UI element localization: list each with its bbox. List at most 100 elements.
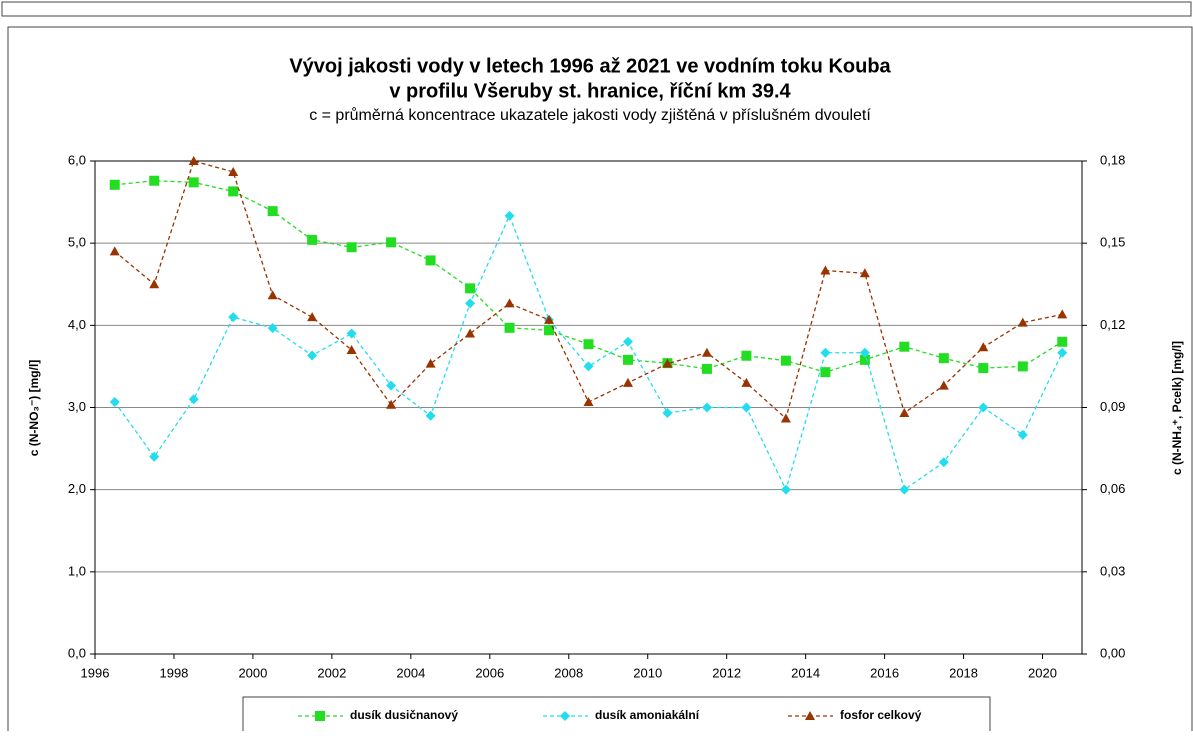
marker	[307, 350, 318, 361]
marker	[662, 358, 673, 368]
marker	[1057, 336, 1068, 347]
marker	[899, 407, 910, 417]
plot-area	[94, 160, 1083, 655]
marker	[109, 246, 120, 256]
marker	[622, 354, 633, 365]
x-tick-label: 2010	[633, 665, 662, 680]
marker	[425, 410, 436, 421]
y2-tick-label: 0,00	[1100, 645, 1125, 660]
y-axis-label: c (N-NO₃⁻) [mg/l]	[27, 360, 41, 457]
x-tick-label: 2018	[949, 665, 978, 680]
marker	[938, 380, 949, 390]
marker	[386, 380, 397, 391]
marker	[504, 210, 515, 221]
marker	[465, 328, 476, 338]
legend-label: dusík amoniakální	[595, 708, 700, 722]
marker	[978, 363, 989, 374]
y2-tick-label: 0,18	[1100, 152, 1125, 167]
x-tick-label: 2012	[712, 665, 741, 680]
y2-axis-label: c (N-NH₄⁺, Pcelk) [mg/l]	[1170, 341, 1184, 475]
marker	[820, 265, 831, 275]
marker	[315, 711, 325, 721]
marker	[622, 377, 633, 387]
x-tick-label: 2006	[475, 665, 504, 680]
marker	[307, 234, 318, 245]
marker	[544, 314, 555, 324]
marker	[622, 336, 633, 347]
chart-frame	[7, 26, 1193, 736]
marker	[149, 279, 160, 289]
top-frame	[1, 1, 1192, 17]
marker	[228, 312, 239, 323]
marker	[1017, 361, 1028, 372]
marker	[560, 711, 570, 721]
marker	[386, 237, 397, 248]
marker	[978, 402, 989, 413]
y2-tick-label: 0,09	[1100, 399, 1125, 414]
y-tick-label: 0,0	[68, 645, 86, 660]
series-line	[114, 214, 1063, 492]
marker	[504, 322, 515, 333]
chart-subtitle: c = průměrná koncentrace ukazatele jakos…	[309, 106, 871, 124]
marker	[228, 186, 239, 197]
marker	[820, 347, 831, 358]
y-tick-label: 3,0	[68, 399, 86, 414]
marker	[307, 312, 318, 322]
y-tick-label: 1,0	[68, 563, 86, 578]
x-tick-label: 2002	[317, 665, 346, 680]
chart-title: Vývoj jakosti vody v letech 1996 až 2021…	[289, 55, 891, 77]
y2-tick-label: 0,06	[1100, 481, 1125, 496]
marker	[978, 342, 989, 352]
marker	[544, 325, 555, 336]
legend-label: dusík dusičnanový	[350, 708, 458, 722]
marker	[504, 298, 515, 308]
marker	[701, 402, 712, 413]
marker	[805, 711, 815, 720]
marker	[267, 323, 278, 334]
marker	[741, 377, 752, 387]
marker	[662, 407, 673, 418]
marker	[780, 355, 791, 366]
marker	[425, 358, 436, 368]
marker	[465, 298, 476, 309]
marker	[149, 175, 160, 186]
marker	[346, 344, 357, 354]
marker	[465, 283, 476, 294]
series-line	[114, 160, 1063, 420]
y2-tick-label: 0,12	[1100, 317, 1125, 332]
x-tick-label: 1996	[81, 665, 110, 680]
y2-tick-label: 0,15	[1100, 235, 1125, 250]
marker	[267, 206, 278, 217]
x-tick-label: 2016	[870, 665, 899, 680]
x-tick-label: 1998	[159, 665, 188, 680]
marker	[859, 268, 870, 278]
marker	[346, 328, 357, 339]
marker	[701, 363, 712, 374]
marker	[899, 341, 910, 352]
marker	[820, 367, 831, 378]
marker	[1017, 429, 1028, 440]
marker	[1017, 317, 1028, 327]
marker	[701, 347, 712, 357]
marker	[1057, 347, 1068, 358]
x-tick-label: 2004	[396, 665, 425, 680]
x-tick-label: 2020	[1028, 665, 1057, 680]
marker	[1057, 309, 1068, 319]
marker	[741, 350, 752, 361]
marker	[188, 156, 199, 165]
y-tick-label: 5,0	[68, 235, 86, 250]
marker	[267, 290, 278, 300]
x-tick-label: 2014	[791, 665, 820, 680]
marker	[346, 242, 357, 253]
marker	[583, 339, 594, 350]
marker	[109, 179, 120, 190]
legend-label: fosfor celkový	[840, 708, 922, 722]
marker	[859, 347, 870, 358]
marker	[938, 353, 949, 364]
marker	[583, 397, 594, 407]
y-tick-label: 4,0	[68, 317, 86, 332]
chart-title: v profilu Všeruby st. hranice, říční km …	[389, 80, 791, 102]
y2-tick-label: 0,03	[1100, 563, 1125, 578]
x-tick-label: 2008	[554, 665, 583, 680]
